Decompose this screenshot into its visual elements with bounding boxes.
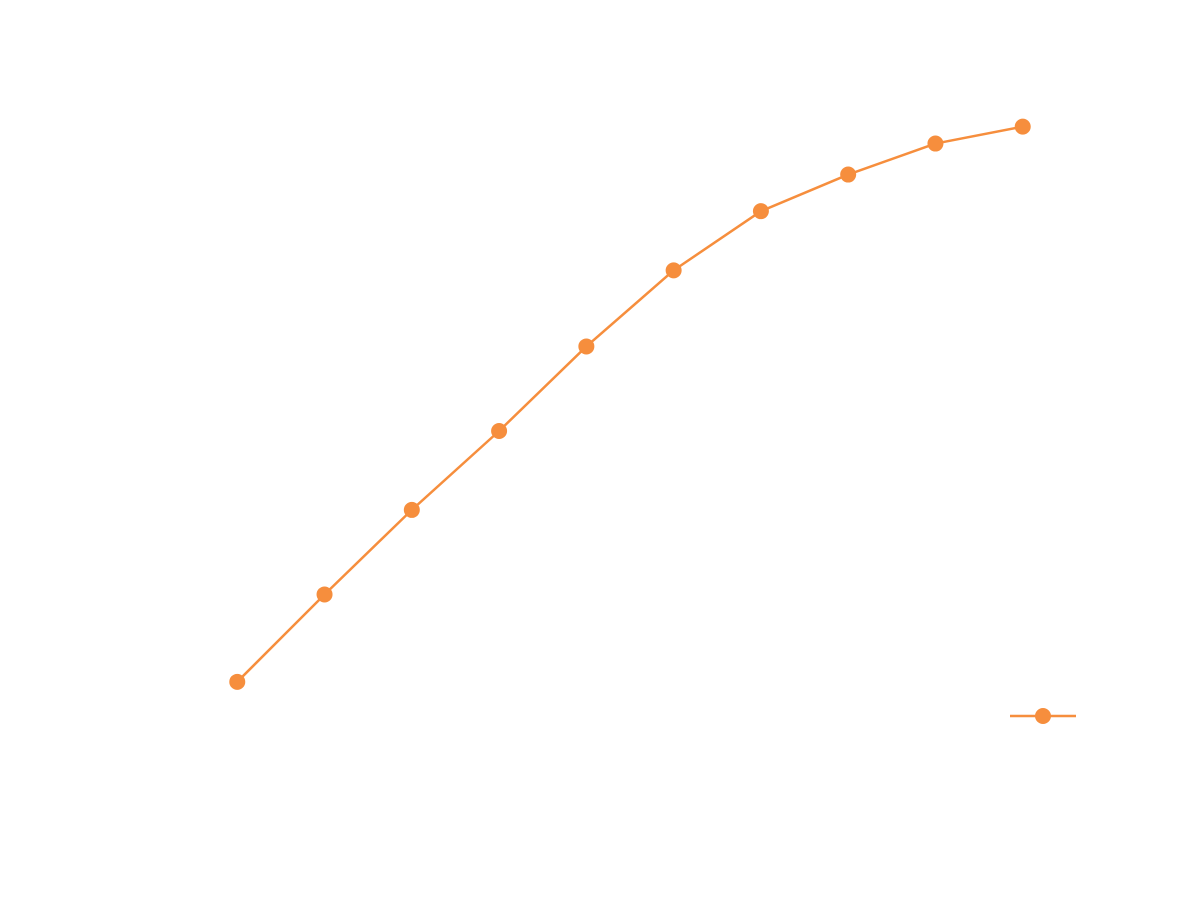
line-chart [0, 0, 1200, 900]
series-marker-0-6 [753, 203, 769, 219]
series-marker-0-4 [578, 338, 594, 354]
series-marker-0-9 [1015, 119, 1031, 135]
series-marker-0-8 [927, 136, 943, 152]
series-marker-0-7 [840, 167, 856, 183]
series-marker-0-1 [317, 586, 333, 602]
series-marker-0-0 [229, 674, 245, 690]
series-marker-0-5 [666, 262, 682, 278]
chart-background [0, 0, 1200, 900]
legend-marker [1035, 708, 1051, 724]
chart-svg [0, 0, 1200, 900]
series-marker-0-2 [404, 502, 420, 518]
series-marker-0-3 [491, 423, 507, 439]
